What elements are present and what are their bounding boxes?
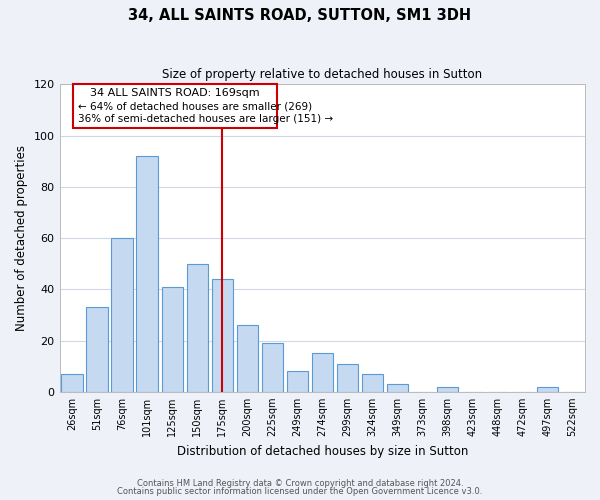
Bar xyxy=(187,264,208,392)
Bar xyxy=(136,156,158,392)
Bar xyxy=(73,84,277,128)
Text: 34 ALL SAINTS ROAD: 169sqm: 34 ALL SAINTS ROAD: 169sqm xyxy=(91,88,260,99)
Bar xyxy=(61,374,83,392)
X-axis label: Distribution of detached houses by size in Sutton: Distribution of detached houses by size … xyxy=(176,444,468,458)
Bar xyxy=(287,372,308,392)
Text: ← 64% of detached houses are smaller (269): ← 64% of detached houses are smaller (26… xyxy=(79,101,313,111)
Bar xyxy=(537,386,558,392)
Bar xyxy=(86,308,108,392)
Bar xyxy=(161,287,183,392)
Bar xyxy=(236,325,258,392)
Bar xyxy=(212,279,233,392)
Bar xyxy=(311,354,333,392)
Title: Size of property relative to detached houses in Sutton: Size of property relative to detached ho… xyxy=(162,68,482,80)
Bar xyxy=(337,364,358,392)
Text: 34, ALL SAINTS ROAD, SUTTON, SM1 3DH: 34, ALL SAINTS ROAD, SUTTON, SM1 3DH xyxy=(128,8,472,22)
Bar xyxy=(262,343,283,392)
Text: Contains HM Land Registry data © Crown copyright and database right 2024.: Contains HM Land Registry data © Crown c… xyxy=(137,478,463,488)
Bar xyxy=(437,386,458,392)
Text: 36% of semi-detached houses are larger (151) →: 36% of semi-detached houses are larger (… xyxy=(79,114,334,124)
Bar xyxy=(387,384,408,392)
Bar xyxy=(112,238,133,392)
Bar xyxy=(362,374,383,392)
Text: Contains public sector information licensed under the Open Government Licence v3: Contains public sector information licen… xyxy=(118,487,482,496)
Y-axis label: Number of detached properties: Number of detached properties xyxy=(15,145,28,331)
